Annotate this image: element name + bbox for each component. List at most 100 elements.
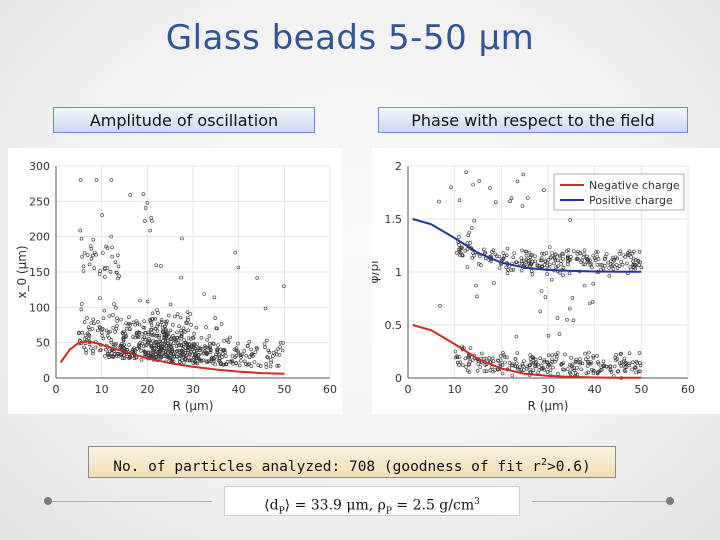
phase-data-point: [637, 351, 642, 355]
phase-data-point: [548, 368, 553, 373]
amp-data-point: [164, 335, 168, 340]
amp-data-point: [223, 350, 227, 355]
phase-data-point: [476, 362, 481, 366]
phase-data-point: [629, 255, 633, 259]
amp-data-point: [109, 234, 113, 239]
phase-data-point: [595, 353, 599, 358]
amp-data-point: [276, 364, 281, 368]
particle-count-box: No. of particles analyzed: 708 (goodness…: [88, 446, 616, 478]
amp-data-point: [116, 351, 121, 356]
amp-data-point: [112, 302, 116, 306]
amp-data-point: [87, 327, 92, 332]
phase-data-point: [576, 257, 580, 261]
phase-data-point: [528, 255, 533, 259]
formula-box: ⟨dP⟩ = 33.9 μm, ρP = 2.5 g/cm3: [224, 486, 520, 516]
phase-data-point: [633, 266, 638, 271]
phase-data-point: [437, 199, 441, 204]
amp-data-point: [183, 330, 187, 334]
phase-data-point: [619, 364, 623, 368]
phase-xtick-label: 30: [541, 383, 555, 396]
phase-data-point: [636, 369, 641, 374]
amp-data-point: [179, 275, 183, 280]
amp-data-point: [155, 349, 159, 354]
amp-data-point: [147, 338, 152, 343]
amp-data-point: [271, 350, 276, 355]
amp-data-point: [89, 321, 93, 325]
phase-data-point: [528, 262, 533, 266]
amp-data-point: [140, 341, 145, 346]
legend-label: Positive charge: [589, 194, 673, 207]
amp-data-point: [109, 354, 114, 359]
amp-data-point: [201, 358, 206, 363]
amp-data-point: [162, 335, 166, 340]
amp-data-point: [86, 336, 91, 341]
amp-data-point: [204, 359, 209, 363]
amp-data-point: [145, 299, 150, 304]
phase-data-point: [551, 365, 555, 370]
phase-data-point: [513, 357, 518, 361]
amp-data-point: [198, 359, 202, 363]
phase-data-point: [502, 355, 507, 359]
phase-data-point: [593, 258, 598, 262]
phase-data-point: [545, 260, 550, 265]
amp-data-point: [234, 346, 239, 350]
amp-data-point: [139, 348, 143, 353]
amp-data-point: [256, 363, 261, 367]
amp-data-point: [167, 347, 171, 352]
amp-data-point: [263, 306, 268, 311]
info-suffix: >0.6): [547, 458, 591, 475]
phase-data-point: [471, 182, 475, 187]
phase-data-point: [455, 355, 460, 360]
amp-data-point: [90, 253, 95, 258]
phase-data-point: [457, 247, 461, 252]
amp-data-point: [278, 345, 282, 349]
amp-data-point: [116, 264, 121, 269]
formula-mean-close: ⟩ = 33.9 μm, ρ: [284, 497, 386, 514]
amp-data-point: [93, 250, 97, 255]
amp-data-point: [128, 327, 132, 332]
phase-data-point: [618, 352, 623, 357]
amp-data-point: [108, 269, 113, 274]
phase-data-point: [460, 253, 465, 258]
phase-data-point: [632, 365, 637, 369]
phase-data-point: [484, 369, 489, 373]
phase-data-point: [493, 200, 498, 205]
amp-y-axis-label: x_0 (μm): [15, 245, 29, 298]
phase-data-point: [614, 353, 618, 357]
amp-data-point: [214, 326, 219, 330]
amp-data-point: [125, 354, 130, 359]
phase-data-point: [627, 361, 632, 366]
amp-data-point: [176, 343, 181, 347]
phase-data-point: [505, 246, 510, 251]
phase-data-point: [580, 258, 584, 263]
amp-data-point: [216, 343, 220, 347]
phase-data-point: [568, 372, 573, 376]
amp-data-point: [187, 348, 191, 352]
amp-data-point: [91, 317, 95, 322]
negative-charge-line: [412, 324, 642, 379]
formula-rho-rest: = 2.5 g/cm: [391, 497, 475, 514]
phase-data-point: [482, 369, 487, 373]
amp-data-point: [199, 347, 204, 351]
phase-data-point: [540, 251, 544, 256]
amp-data-point: [159, 318, 164, 322]
phase-data-point: [607, 274, 612, 278]
phase-data-point: [550, 357, 554, 362]
amp-data-point: [206, 345, 211, 350]
amp-data-point: [109, 338, 114, 342]
phase-data-point: [457, 243, 461, 247]
phase-data-point: [508, 199, 512, 204]
amp-data-point: [247, 355, 252, 360]
amp-data-point: [236, 265, 241, 270]
amp-data-point: [212, 295, 217, 300]
phase-data-point: [595, 371, 600, 376]
phase-xtick-label: 40: [588, 383, 602, 396]
amp-data-point: [165, 347, 169, 352]
phase-data-point: [524, 367, 529, 371]
amp-data-point: [212, 342, 216, 346]
amp-data-point: [127, 315, 131, 319]
amp-data-point: [143, 206, 148, 210]
amp-data-point: [155, 308, 159, 312]
amp-data-point: [168, 328, 173, 333]
phase-data-point: [497, 254, 502, 259]
